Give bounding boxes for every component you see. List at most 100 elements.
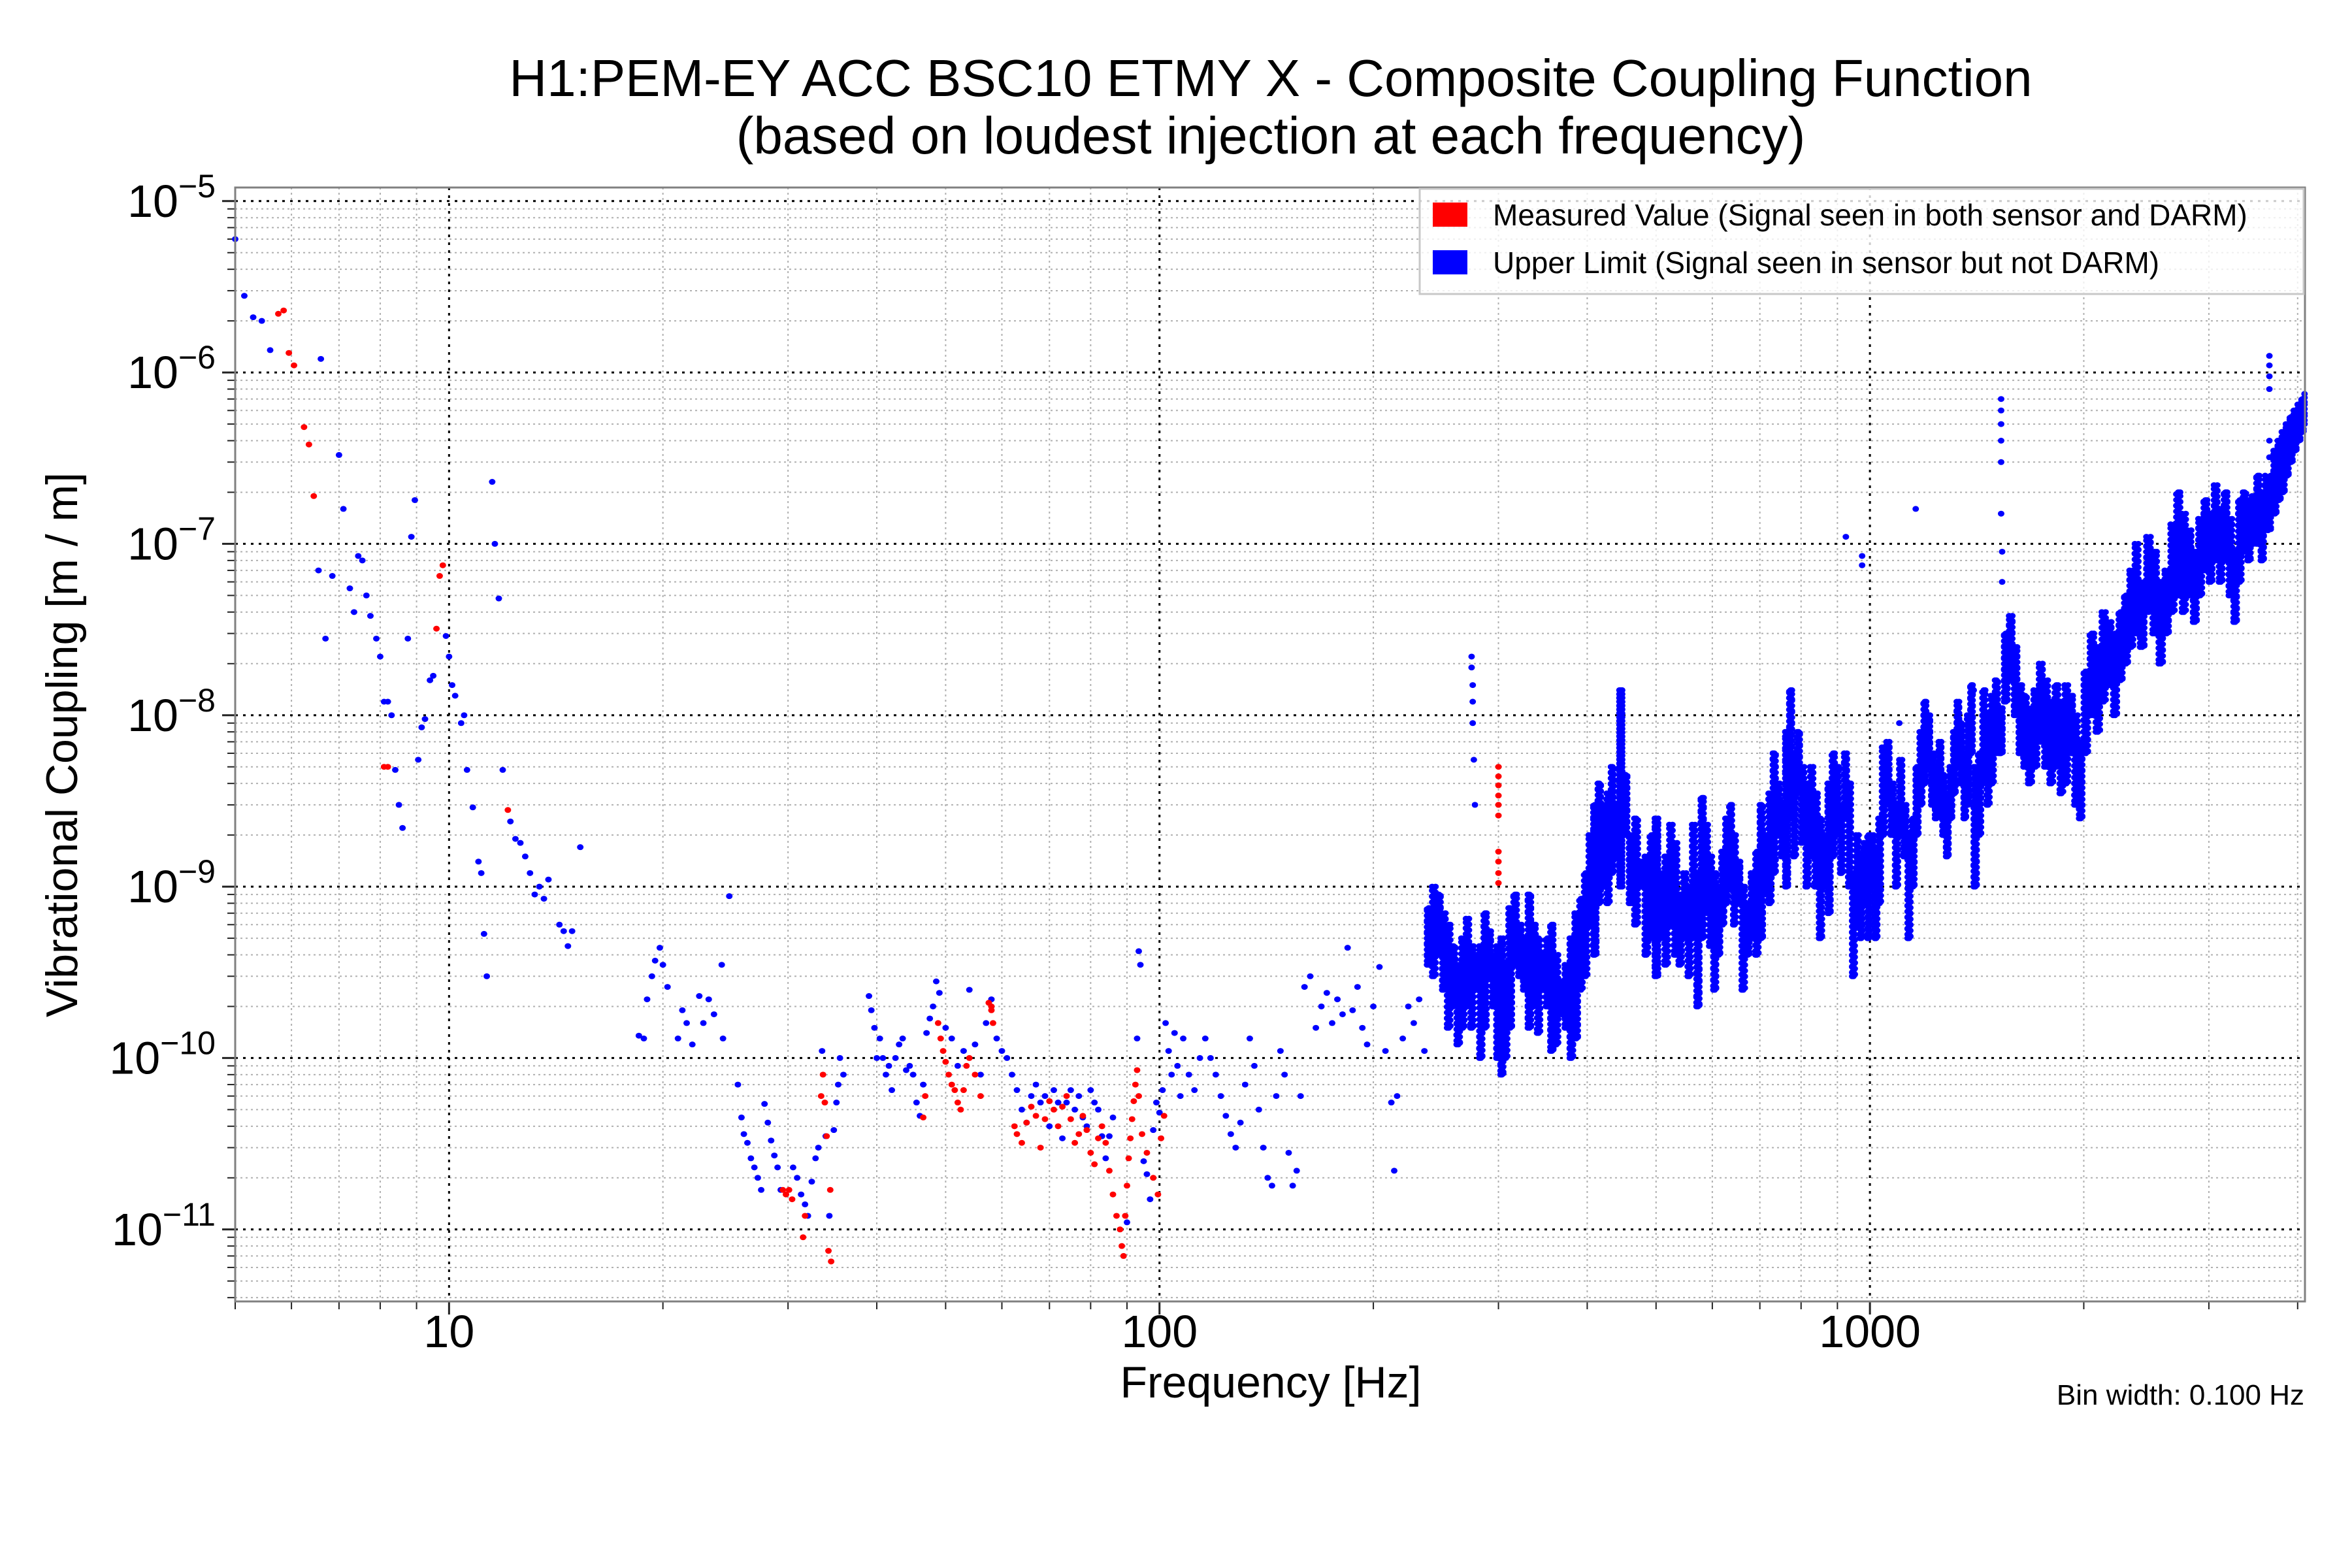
upper-limit-point xyxy=(1618,837,1625,843)
upper-limit-point xyxy=(1554,1039,1561,1045)
upper-limit-point xyxy=(1470,999,1477,1005)
upper-limit-point xyxy=(1687,942,1694,949)
upper-limit-point xyxy=(1634,914,1641,921)
upper-limit-point xyxy=(1716,932,1723,939)
upper-limit-point xyxy=(1569,1041,1576,1048)
upper-limit-point xyxy=(1483,1017,1490,1024)
upper-limit-point xyxy=(1705,833,1712,840)
upper-limit-point xyxy=(1644,944,1652,951)
upper-limit-point xyxy=(1674,863,1681,870)
upper-limit-point xyxy=(1527,1017,1535,1023)
upper-limit-point xyxy=(1618,687,1625,693)
upper-limit-point xyxy=(1584,931,1591,938)
upper-limit-point xyxy=(1537,1011,1544,1017)
upper-limit-point xyxy=(1674,857,1681,864)
upper-limit-point xyxy=(1527,894,1535,900)
upper-limit-point xyxy=(1513,912,1520,919)
upper-limit-point xyxy=(1678,959,1686,966)
upper-limit-point xyxy=(1575,1010,1582,1017)
upper-limit-point xyxy=(1503,1047,1511,1054)
upper-limit-point xyxy=(1527,911,1535,917)
upper-limit-point xyxy=(1483,1005,1490,1012)
upper-limit-point xyxy=(1452,944,1459,951)
upper-limit-point xyxy=(1606,892,1613,899)
upper-limit-point xyxy=(1610,771,1618,777)
upper-limit-point xyxy=(1483,1011,1490,1018)
upper-limit-point xyxy=(1669,827,1676,834)
upper-limit-point xyxy=(1634,908,1641,915)
upper-limit-point xyxy=(1634,902,1641,909)
upper-limit-point xyxy=(1664,937,1671,943)
upper-limit-point xyxy=(1664,948,1671,955)
upper-limit-point xyxy=(1593,951,1600,957)
upper-limit-point xyxy=(1696,948,1703,955)
upper-limit-point xyxy=(1597,898,1605,905)
upper-limit-point xyxy=(1618,849,1625,855)
chart-title: H1:PEM-EY ACC BSC10 ETMY X - Composite C… xyxy=(509,49,2032,107)
upper-limit-point xyxy=(1700,922,1707,928)
upper-limit-point xyxy=(1597,788,1605,794)
upper-limit-point xyxy=(1478,1030,1486,1036)
upper-limit-point xyxy=(1550,932,1557,938)
upper-limit-point xyxy=(1654,822,1661,828)
upper-limit-point xyxy=(1720,907,1727,914)
upper-limit-point xyxy=(1461,1011,1468,1017)
upper-limit-point xyxy=(1664,960,1671,966)
upper-limit-point xyxy=(1634,920,1641,926)
upper-limit-point xyxy=(1593,939,1600,946)
upper-limit-point xyxy=(1437,892,1444,899)
upper-limit-point xyxy=(1696,972,1703,978)
upper-limit-point xyxy=(1634,817,1641,824)
upper-limit-point xyxy=(1682,870,1690,876)
upper-limit-point xyxy=(1513,907,1520,913)
upper-limit-point xyxy=(1503,1053,1511,1059)
upper-limit-point xyxy=(1696,960,1703,966)
upper-limit-point xyxy=(1537,1022,1544,1028)
upper-limit-point xyxy=(1634,828,1641,835)
upper-limit-point xyxy=(1470,994,1477,1000)
upper-limit-point xyxy=(1674,881,1681,887)
upper-limit-point xyxy=(1705,845,1712,851)
upper-limit-point xyxy=(1509,1017,1516,1023)
upper-limit-point xyxy=(1674,840,1681,846)
upper-limit-point xyxy=(1634,897,1641,904)
upper-limit-point xyxy=(1499,1064,1507,1070)
upper-limit-point xyxy=(1554,963,1561,970)
upper-limit-point xyxy=(1575,1034,1582,1040)
upper-limit-point xyxy=(1610,862,1618,869)
upper-limit-point xyxy=(1654,857,1661,863)
upper-limit-point xyxy=(1708,859,1716,866)
upper-limit-point xyxy=(1664,930,1671,937)
upper-limit-point xyxy=(1691,845,1699,851)
upper-limit-point xyxy=(1537,1005,1544,1011)
upper-limit-point xyxy=(1537,1017,1544,1023)
upper-limit-point xyxy=(1550,1047,1557,1053)
upper-limit-point xyxy=(1700,934,1707,940)
upper-limit-point xyxy=(1705,827,1712,834)
upper-limit-point xyxy=(1678,947,1686,954)
upper-limit-point xyxy=(1483,910,1490,917)
upper-limit-point xyxy=(1554,957,1561,964)
upper-limit-point xyxy=(1691,828,1699,834)
upper-limit-point xyxy=(1674,869,1681,875)
upper-limit-point xyxy=(1593,916,1600,923)
upper-limit-point xyxy=(1691,857,1699,863)
upper-limit-point xyxy=(1618,722,1625,728)
upper-limit-point xyxy=(1483,988,1490,995)
upper-limit-point xyxy=(1452,951,1459,957)
upper-limit-point xyxy=(1550,943,1557,949)
upper-limit-point xyxy=(1575,1022,1582,1028)
upper-limit-point xyxy=(1527,1011,1535,1018)
upper-limit-point xyxy=(1554,1028,1561,1034)
upper-limit-point xyxy=(1465,915,1473,922)
upper-limit-point xyxy=(1569,1053,1576,1060)
upper-limit-point xyxy=(1509,977,1516,983)
upper-limit-point xyxy=(1478,1053,1486,1060)
upper-limit-point xyxy=(1674,845,1681,852)
upper-limit-point xyxy=(1716,926,1723,933)
upper-limit-point xyxy=(1483,1023,1490,1030)
upper-limit-point xyxy=(1483,920,1490,926)
upper-limit-point xyxy=(1584,972,1591,978)
upper-limit-point xyxy=(1610,794,1618,800)
upper-limit-point xyxy=(1610,766,1618,772)
